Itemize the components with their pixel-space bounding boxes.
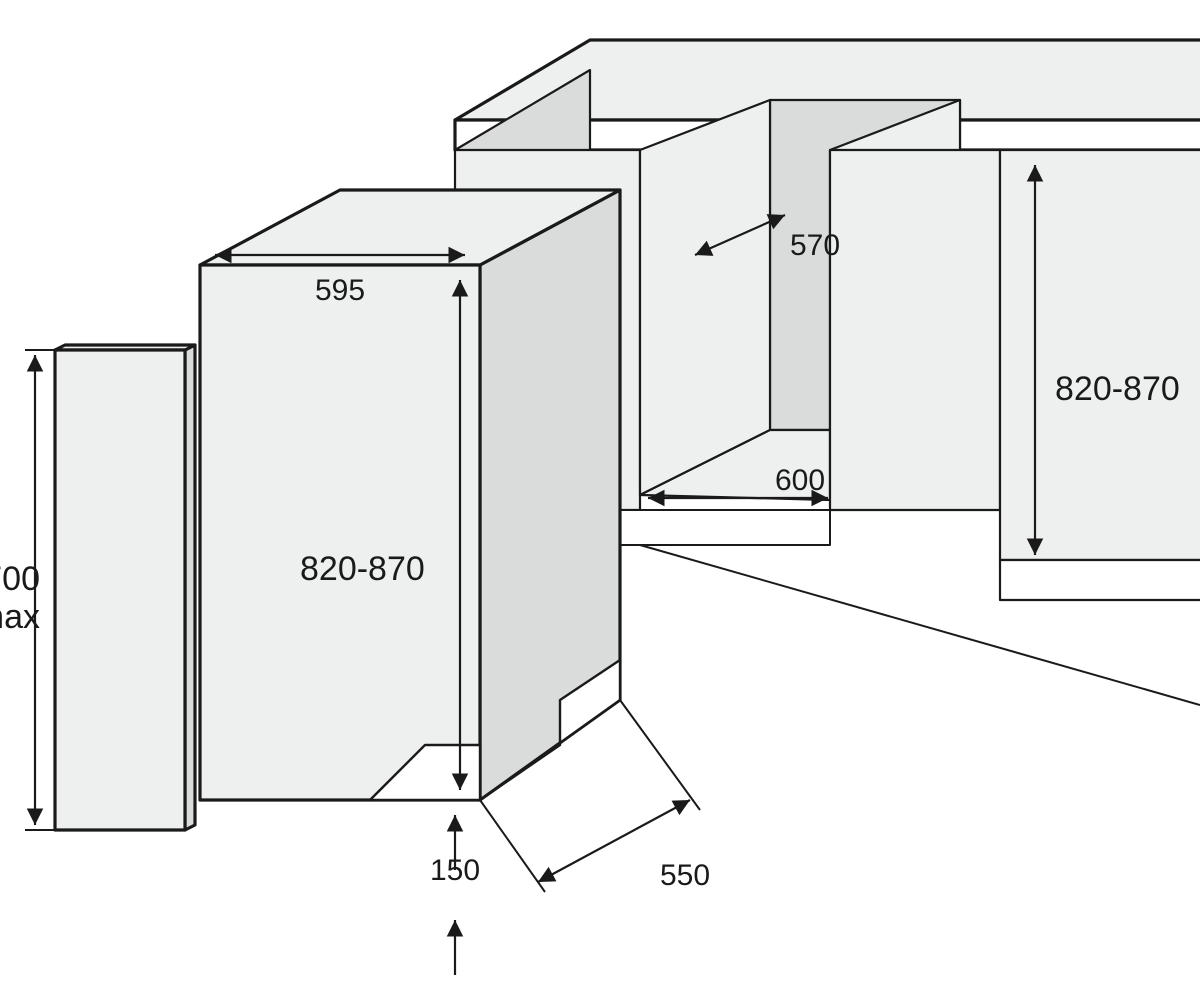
label-appliance-height: 820-870 bbox=[300, 550, 425, 588]
label-niche-depth: 570 bbox=[790, 229, 840, 262]
label-niche-width: 600 bbox=[775, 464, 825, 497]
label-panel-height-value: 700 bbox=[0, 560, 40, 598]
appliance-box bbox=[200, 190, 620, 800]
label-niche-height: 820-870 bbox=[1055, 370, 1180, 408]
label-appliance-width: 595 bbox=[315, 274, 365, 307]
label-appliance-depth: 550 bbox=[660, 859, 710, 892]
dim-panel-height: 700 max bbox=[0, 350, 55, 830]
installation-diagram: 570 600 820-870 595 820-870 bbox=[0, 0, 1200, 1000]
label-plinth-cut: 150 bbox=[430, 854, 480, 887]
front-panel bbox=[55, 345, 195, 830]
dim-plinth-cut: 150 bbox=[430, 815, 480, 975]
label-panel-height-suffix: max bbox=[0, 598, 40, 636]
